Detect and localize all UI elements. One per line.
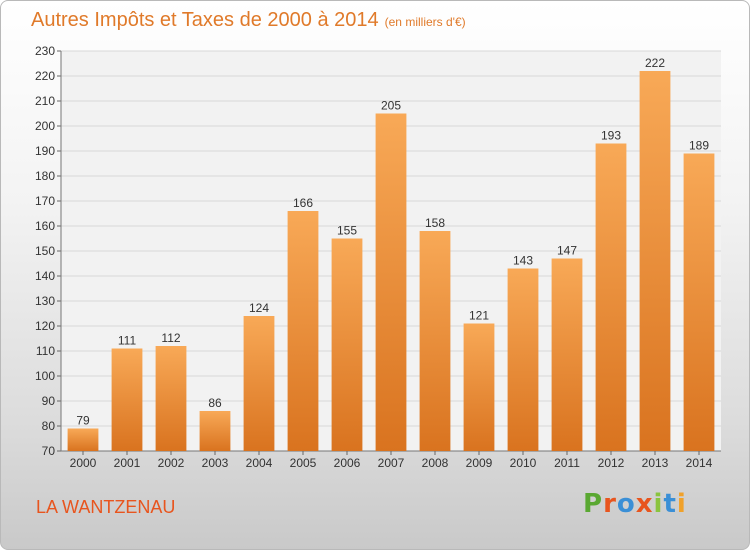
bar-2001 [111,348,143,451]
bar-2000 [67,428,99,451]
bar-2006 [331,238,363,451]
bar-2012 [595,143,627,451]
data-label-2005: 166 [293,196,313,210]
x-tick-label-2010: 2010 [510,456,537,470]
y-tick-label: 70 [42,444,56,458]
y-tick-label: 200 [35,119,55,133]
data-label-2000: 79 [76,414,90,428]
y-tick-label: 180 [35,169,55,183]
data-label-2002: 112 [161,331,180,345]
logo-letter: r [603,489,617,519]
x-tick-label-2013: 2013 [642,456,669,470]
bar-2007 [375,113,407,451]
data-label-2011: 147 [557,244,577,258]
y-tick-label: 110 [36,344,55,358]
x-tick-label-2004: 2004 [246,456,273,470]
x-tick-label-2012: 2012 [598,456,625,470]
x-tick-label-2006: 2006 [334,456,361,470]
bar-2014 [683,153,715,451]
chart-title-text: Autres Impôts et Taxes de 2000 à 2014 [31,9,379,31]
data-label-2008: 158 [425,216,445,230]
y-tick-label: 210 [35,94,55,108]
bar-2003 [199,411,231,451]
data-label-2006: 155 [337,224,357,238]
data-label-2001: 111 [118,334,137,348]
logo-letter: i [676,489,687,519]
y-tick-label: 190 [35,144,55,158]
data-label-2013: 222 [645,56,665,70]
data-label-2003: 86 [208,396,222,410]
bar-2009 [463,323,495,451]
data-label-2009: 121 [469,309,489,323]
x-tick-label-2008: 2008 [422,456,449,470]
data-label-2004: 124 [249,301,269,315]
data-label-2014: 189 [689,139,709,153]
x-tick-label-2000: 2000 [70,456,97,470]
y-tick-label: 130 [35,294,55,308]
bar-2004 [243,316,275,451]
x-tick-label-2002: 2002 [158,456,185,470]
y-tick-label: 120 [35,319,55,333]
bar-2010 [507,268,539,451]
y-tick-label: 80 [42,419,56,433]
y-tick-label: 230 [35,44,55,58]
logo-letter: o [616,489,636,519]
x-tick-label-2003: 2003 [202,456,229,470]
x-tick-label-2001: 2001 [114,456,141,470]
x-tick-label-2011: 2011 [554,456,580,470]
y-tick-label: 170 [35,194,55,208]
logo-letter: t [663,489,677,519]
bar-2013 [639,71,671,451]
y-tick-label: 150 [35,244,55,258]
data-label-2010: 143 [513,254,533,268]
y-tick-label: 100 [35,369,55,383]
logo-letter: i [653,489,664,519]
commune-name: LA WANTZENAU [36,497,176,517]
bar-2005 [287,211,319,451]
data-label-2007: 205 [381,99,401,113]
bar-2002 [155,346,187,451]
x-tick-label-2005: 2005 [290,456,317,470]
chart-title: Autres Impôts et Taxes de 2000 à 2014 (en… [31,9,466,32]
x-tick-label-2014: 2014 [686,456,713,470]
chart-unit: (en milliers d'€) [384,15,466,29]
y-tick-label: 160 [35,219,55,233]
logo-letter: P [583,489,604,519]
y-tick-label: 220 [35,69,55,83]
x-tick-label-2009: 2009 [466,456,493,470]
logo-letter: x [635,489,654,519]
bar-2011 [551,258,583,451]
y-tick-label: 140 [35,269,55,283]
data-label-2012: 193 [601,129,621,143]
y-tick-label: 90 [42,394,56,408]
x-tick-label-2007: 2007 [378,456,405,470]
bar-2008 [419,231,451,451]
proxiti-logo[interactable]: Proxiti [583,489,687,519]
